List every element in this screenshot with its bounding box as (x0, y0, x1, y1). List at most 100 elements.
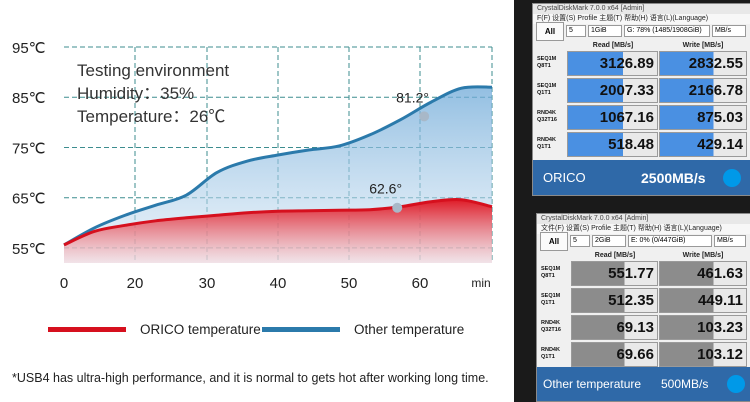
footer-name-orico: ORICO (543, 170, 586, 185)
status-dot-icon (723, 169, 741, 187)
read-value-cell: 69.13 (571, 315, 658, 340)
all-button[interactable]: All (536, 21, 564, 41)
test-row-label: RND4K Q32T16 (541, 320, 571, 334)
test-row-label: SEQ1M Q1T1 (537, 83, 567, 97)
test-row-label: SEQ1M Q8T1 (537, 56, 567, 70)
chart-panel: 95℃ 85℃ 75℃ 65℃ 55℃ 0 20 30 40 50 60 min 81.2° 62.6°… (0, 0, 514, 402)
size-select[interactable]: 1GiB (588, 25, 622, 37)
write-value-cell: 2832.55 (659, 51, 747, 76)
cdm-title-orico: CrystalDiskMark 7.0.0 x64 [Admin] (533, 4, 750, 14)
write-value-cell: 103.23 (659, 315, 747, 340)
test-info-line: Temperature：26℃ (77, 107, 225, 126)
write-header: Write [MB/s] (682, 42, 724, 49)
test-name: SEQ1M (541, 266, 561, 272)
drive-select[interactable]: G: 78% (1485/1908GiB) (624, 25, 710, 37)
footer-name-other: Other temperature (543, 377, 642, 391)
test-name: RND4K (541, 347, 560, 353)
x-tick-label: 50 (341, 275, 358, 292)
test-name: SEQ1M (541, 293, 561, 299)
test-row-label: RND4K Q1T1 (541, 347, 571, 361)
x-unit-label: min (471, 276, 490, 290)
test-row-label: SEQ1M Q8T1 (541, 266, 571, 280)
test-params: Q1T1 (537, 90, 551, 96)
y-tick-label: 95℃ (12, 40, 46, 57)
test-name: SEQ1M (537, 83, 557, 89)
y-tick-label: 55℃ (12, 241, 46, 258)
legend-other-swatch (262, 327, 340, 332)
x-tick-label: 0 (60, 275, 68, 292)
test-info-line: Humidity：35% (77, 84, 194, 103)
x-tick-label: 30 (199, 275, 216, 292)
test-row-label: RND4K Q1T1 (537, 137, 567, 151)
write-value-cell: 461.63 (659, 261, 747, 286)
read-header: Read [MB/s] (594, 252, 636, 259)
annotation-point (392, 202, 403, 213)
write-value-cell: 875.03 (659, 105, 747, 130)
read-value-cell: 518.48 (567, 132, 658, 157)
cdm-controls-orico: All 5 1GiB G: 78% (1485/1908GiB) MB/s (533, 21, 750, 41)
test-params: Q1T1 (541, 354, 555, 360)
y-tick-label: 65℃ (12, 191, 46, 208)
all-button[interactable]: All (540, 231, 568, 251)
annotation-point (419, 111, 430, 122)
unit-select[interactable]: MB/s (714, 235, 746, 247)
footer-speed-other: 500MB/s (661, 377, 709, 391)
footnote: *USB4 has ultra-high performance, and it… (12, 371, 489, 385)
other-temperature-line (63, 85, 493, 247)
read-value-cell: 1067.16 (567, 105, 658, 130)
test-row-label: RND4K Q32T16 (537, 110, 567, 124)
read-header: Read [MB/s] (592, 42, 634, 49)
legend-other-label: Other temperature (354, 322, 465, 337)
test-name: RND4K (537, 137, 556, 143)
y-tick-label: 75℃ (12, 140, 46, 157)
test-name: RND4K (541, 320, 560, 326)
orico-temperature-line (63, 198, 493, 247)
test-name: SEQ1M (537, 56, 557, 62)
test-name: RND4K (537, 110, 556, 116)
write-value-cell: 103.12 (659, 342, 747, 367)
test-row-label: SEQ1M Q1T1 (541, 293, 571, 307)
read-value-cell: 512.35 (571, 288, 658, 313)
y-tick-label: 85℃ (12, 90, 46, 107)
cdm-title-other: CrystalDiskMark 7.0.0 x64 [Admin] (537, 214, 750, 224)
annotation-label: 81.2° (396, 89, 429, 105)
cdm-controls-other: All 5 2GiB E: 0% (0/447GiB) MB/s (537, 231, 750, 251)
test-params: Q32T16 (537, 117, 557, 123)
legend-orico: ORICO temperature (48, 322, 261, 337)
read-value-cell: 69.66 (571, 342, 658, 367)
write-value-cell: 2166.78 (659, 78, 747, 103)
test-params: Q1T1 (541, 300, 555, 306)
cdm-footer-orico: ORICO 2500MB/s (533, 160, 750, 195)
legend-other: Other temperature (262, 322, 464, 337)
test-params: Q1T1 (537, 144, 551, 150)
read-value-cell: 2007.33 (567, 78, 658, 103)
annotation-label: 62.6° (369, 181, 402, 197)
footer-speed-orico: 2500MB/s (641, 169, 706, 186)
orico-temperature-area (64, 199, 492, 263)
legend-orico-label: ORICO temperature (140, 322, 261, 337)
cdm-window-orico: CrystalDiskMark 7.0.0 x64 [Admin] F(F) 设… (532, 3, 750, 196)
temperature-chart: 95℃ 85℃ 75℃ 65℃ 55℃ 0 20 30 40 50 60 min 81.2° 62.6°… (12, 40, 493, 292)
write-header: Write [MB/s] (682, 252, 724, 259)
legend-orico-swatch (48, 327, 126, 332)
cdm-footer-other: Other temperature 500MB/s (537, 367, 750, 401)
cdm-window-other: CrystalDiskMark 7.0.0 x64 [Admin] 文件(F) … (536, 213, 750, 402)
x-tick-label: 60 (412, 275, 429, 292)
write-value-cell: 449.11 (659, 288, 747, 313)
count-select[interactable]: 5 (570, 235, 590, 247)
cdm-menu-other: 文件(F) 设置(S) Profile 主题(T) 帮助(H) 语言(L)(La… (537, 224, 750, 234)
unit-select[interactable]: MB/s (712, 25, 746, 37)
test-params: Q32T16 (541, 327, 561, 333)
size-select[interactable]: 2GiB (592, 235, 626, 247)
read-value-cell: 551.77 (571, 261, 658, 286)
drive-select[interactable]: E: 0% (0/447GiB) (628, 235, 712, 247)
cdm-menu-orico: F(F) 设置(S) Profile 主题(T) 帮助(H) 语言(L)(Lan… (533, 14, 750, 24)
test-params: Q8T1 (541, 273, 555, 279)
write-value-cell: 429.14 (659, 132, 747, 157)
test-params: Q8T1 (537, 63, 551, 69)
x-tick-label: 40 (270, 275, 287, 292)
status-dot-icon (727, 375, 745, 393)
x-tick-label: 20 (127, 275, 144, 292)
read-value-cell: 3126.89 (567, 51, 658, 76)
count-select[interactable]: 5 (566, 25, 586, 37)
